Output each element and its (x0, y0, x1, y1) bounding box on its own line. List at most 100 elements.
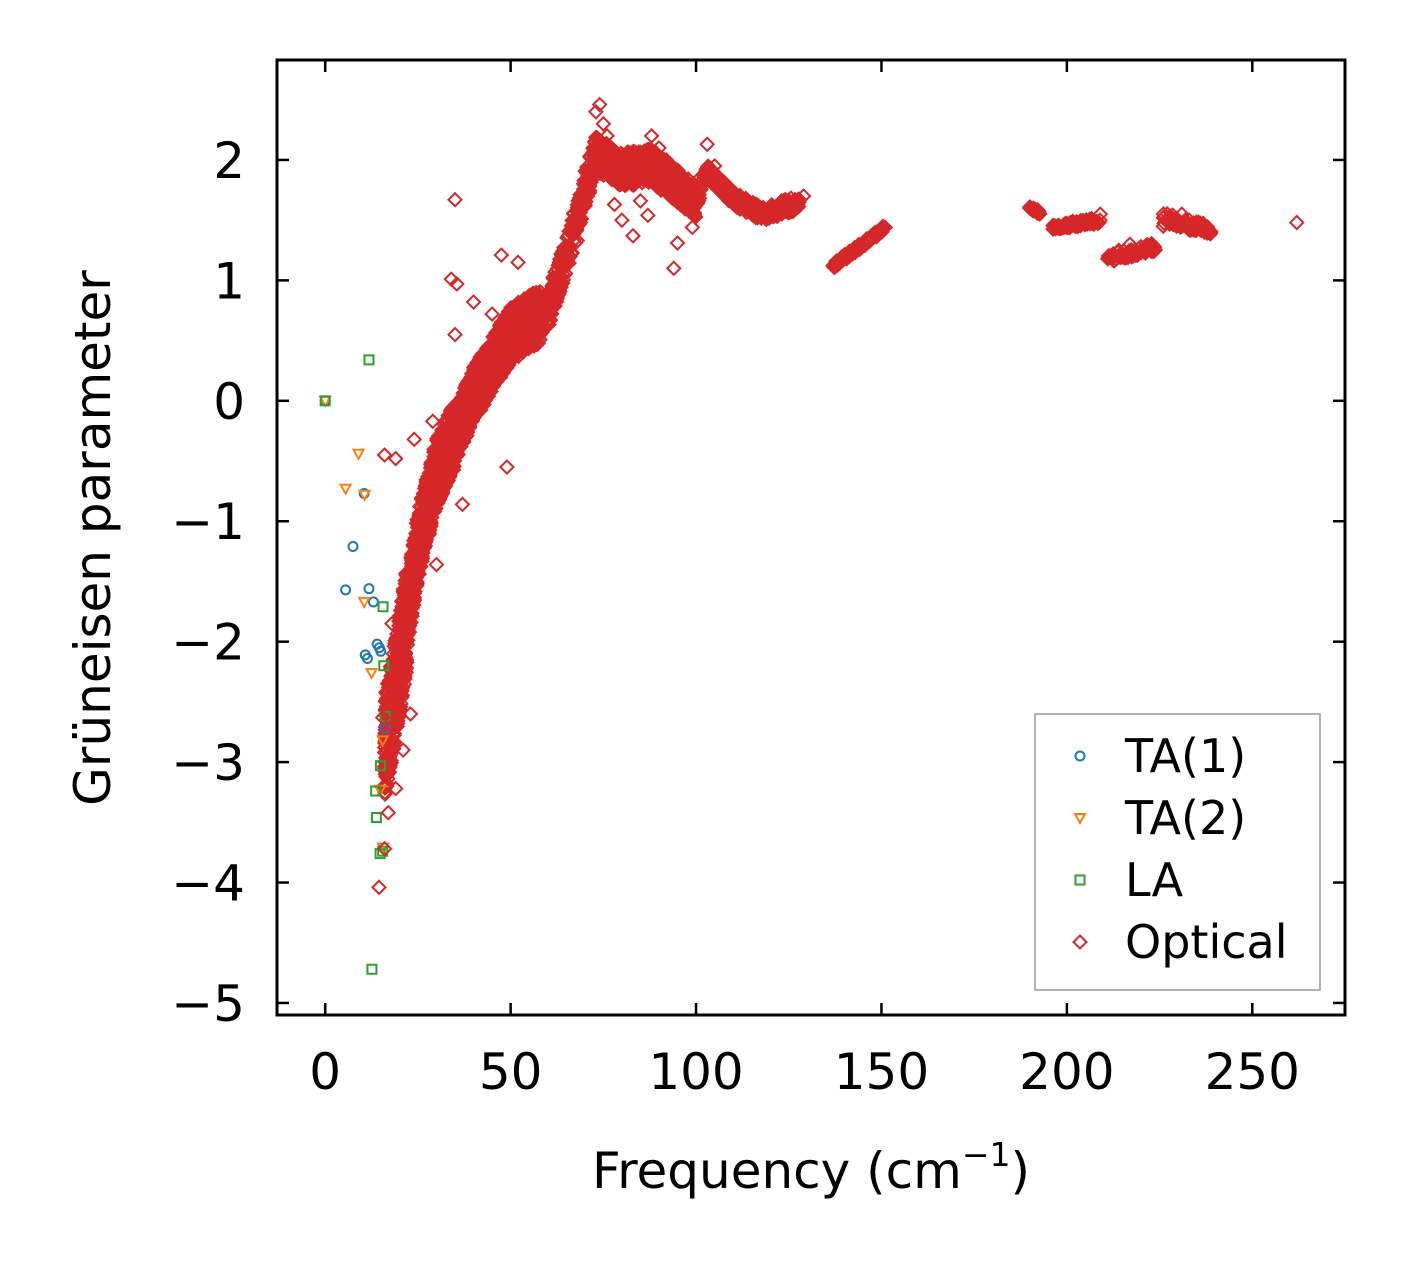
optical-point (1070, 218, 1086, 235)
optical-point (510, 254, 526, 271)
optical-point (657, 154, 674, 171)
optical-point (729, 199, 745, 216)
optical-point (1181, 212, 1198, 229)
optical-point (691, 170, 708, 186)
optical-point (392, 612, 409, 629)
legend-item-ta-2-: TA(2) (1073, 791, 1246, 845)
legend-label: TA(2) (1124, 791, 1246, 845)
x-axis-label: Frequency (cm−1) (592, 1135, 1030, 1200)
ta-1--point (379, 722, 391, 734)
x-tick-label: 250 (1205, 1043, 1300, 1101)
optical-point (454, 496, 471, 513)
optical-point (673, 194, 690, 211)
optical-point (431, 434, 447, 451)
optical-point (544, 291, 561, 308)
optical-point (1084, 215, 1101, 232)
optical-point (1144, 241, 1161, 257)
optical-point (499, 459, 515, 475)
optical-point (699, 136, 716, 153)
optical-point (514, 338, 531, 355)
optical-point (484, 306, 500, 323)
optical-point (643, 127, 660, 144)
optical-point (504, 352, 520, 368)
optical-point (402, 614, 419, 631)
optical-point (494, 327, 511, 344)
ta-2--point (357, 596, 371, 609)
optical-point (384, 720, 401, 737)
legend-marker (1074, 750, 1086, 762)
optical-point (408, 577, 425, 594)
optical-point (409, 575, 425, 592)
optical-point (1061, 219, 1078, 236)
y-tick-label: 2 (213, 132, 245, 190)
optical-point (877, 219, 894, 236)
optical-point (391, 686, 407, 703)
la-point (374, 848, 386, 860)
x-tick-label: 150 (834, 1043, 929, 1101)
la-point (319, 395, 331, 407)
optical-point (550, 274, 567, 291)
x-tick-label: 200 (1019, 1043, 1114, 1101)
x-tick-label: 100 (648, 1043, 743, 1101)
optical-point (409, 527, 426, 544)
optical-point (378, 767, 395, 784)
optical-point (692, 182, 708, 199)
optical-point (387, 780, 404, 797)
optical-point (658, 152, 675, 168)
legend-label: LA (1125, 853, 1184, 907)
optical-point (478, 340, 495, 357)
optical-point (528, 286, 545, 303)
optical-point (535, 318, 552, 334)
optical-point (613, 212, 630, 229)
optical-point (740, 202, 756, 219)
la-point (378, 660, 390, 672)
optical-point (782, 198, 799, 214)
optical-point (634, 146, 651, 163)
legend-marker (1074, 874, 1086, 886)
optical-point (625, 227, 641, 244)
optical-point (836, 250, 853, 267)
optical-point (374, 709, 391, 726)
optical-point (1045, 218, 1062, 235)
la-point (377, 845, 389, 857)
optical-point (1189, 215, 1205, 232)
optical-point (587, 153, 604, 169)
optical-point (651, 139, 667, 156)
y-tick-label: 0 (213, 373, 245, 431)
optical-point (522, 296, 539, 313)
optical-point (625, 169, 642, 186)
optical-point (472, 369, 488, 386)
optical-point (606, 196, 623, 213)
optical-point (632, 192, 649, 209)
legend-item-optical: Optical (1072, 915, 1287, 969)
optical-point (413, 532, 430, 549)
legend: TA(1) TA(2) LA Optical (1034, 713, 1321, 991)
optical-point (381, 751, 398, 768)
la-point (363, 354, 375, 366)
optical-point (428, 556, 445, 573)
optical-point (428, 482, 445, 499)
optical-point (706, 158, 723, 174)
optical-point (451, 408, 468, 424)
optical-point (384, 718, 400, 734)
optical-point (1029, 203, 1046, 220)
optical-point (790, 192, 807, 209)
optical-point (387, 450, 404, 467)
optical-point (665, 166, 682, 183)
optical-point (1081, 214, 1098, 231)
optical-point (553, 279, 569, 296)
optical-point (671, 180, 688, 197)
optical-point (572, 204, 589, 221)
optical-point (1021, 200, 1038, 217)
optical-point (744, 203, 760, 220)
ta-1--point (361, 653, 373, 665)
optical-point (586, 157, 603, 174)
optical-point (717, 182, 734, 198)
optical-point (516, 318, 532, 335)
optical-point (402, 706, 419, 722)
optical-point (585, 140, 601, 157)
legend-marker (1072, 934, 1088, 950)
y-axis-label: Grüneisen parameter (64, 270, 122, 806)
optical-point (389, 645, 406, 662)
optical-point (847, 242, 864, 259)
